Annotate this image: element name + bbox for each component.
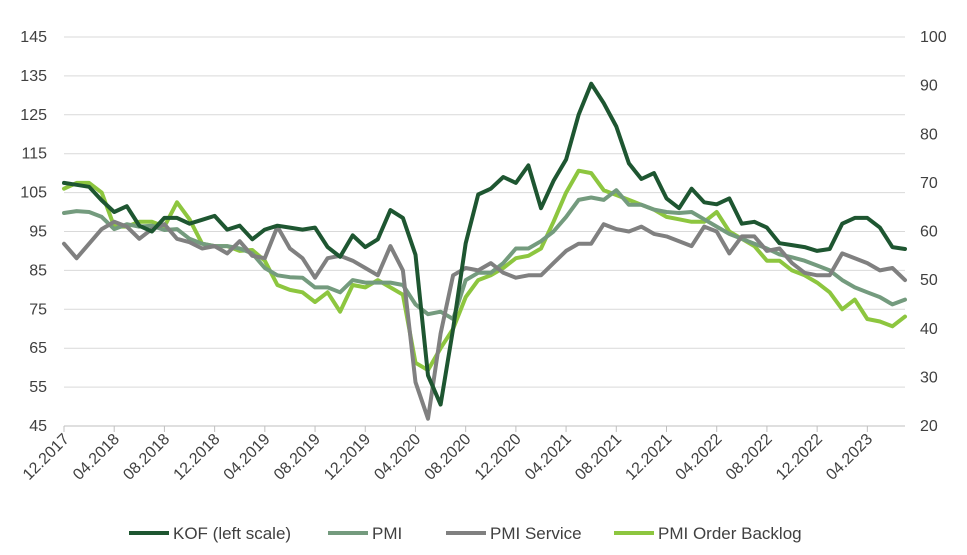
- x-tick-label: 08.2020: [422, 431, 475, 484]
- x-tick-label: 08.2018: [120, 431, 173, 484]
- x-tick-label: 12.2022: [773, 431, 826, 484]
- legend-label: PMI Order Backlog: [658, 524, 802, 543]
- y-left-tick-label: 45: [29, 418, 47, 435]
- axes: [63, 425, 905, 432]
- y-left-tick-label: 125: [20, 107, 47, 124]
- series-lines: [62, 81, 907, 421]
- y-right-tick-label: 60: [920, 224, 938, 241]
- x-tick-label: 12.2021: [622, 431, 675, 484]
- x-tick-label: 04.2022: [673, 431, 726, 484]
- tick-labels: 45 55 65 75 85 95 105 115 125 135 145 20 30 40 50 60 70 8…: [20, 29, 947, 484]
- legend-label: PMI Service: [490, 524, 582, 543]
- y-right-tick-label: 90: [920, 78, 938, 95]
- x-tick-label: 04.2019: [221, 431, 274, 484]
- y-left-tick-label: 65: [29, 340, 47, 357]
- y-right-tick-label: 30: [920, 369, 938, 386]
- legend-label: KOF (left scale): [173, 524, 291, 543]
- series-line-1: [62, 188, 907, 321]
- x-tick-label: 04.2021: [522, 431, 575, 484]
- y-right-tick-label: 20: [920, 418, 938, 435]
- x-tick-label: 08.2022: [723, 431, 776, 484]
- y-left-tick-label: 145: [20, 29, 47, 46]
- y-left-tick-label: 95: [29, 224, 47, 241]
- x-tick-label: 12.2018: [171, 431, 224, 484]
- y-left-tick-label: 75: [29, 301, 47, 318]
- y-right-tick-label: 50: [920, 272, 938, 289]
- y-right-tick-label: 70: [920, 175, 938, 192]
- x-tick-label: 04.2023: [823, 431, 876, 484]
- y-left-tick-label: 105: [20, 185, 47, 202]
- y-left-tick-label: 85: [29, 262, 47, 279]
- legend: KOF (left scale) PMI PMI Service PMI Order …: [129, 524, 802, 543]
- y-left-tick-label: 135: [20, 68, 47, 85]
- x-tick-label: 04.2018: [70, 431, 123, 484]
- x-tick-label: 08.2021: [572, 431, 625, 484]
- series-line-0: [62, 81, 907, 407]
- x-tick-label: 12.2019: [321, 431, 374, 484]
- x-tick-label: 08.2019: [271, 431, 324, 484]
- y-right-tick-label: 40: [920, 321, 938, 338]
- x-tick-label: 12.2020: [472, 431, 525, 484]
- gridlines: [64, 36, 905, 388]
- y-left-tick-label: 115: [21, 146, 47, 163]
- x-tick-label: 12.2017: [20, 431, 73, 484]
- y-right-tick-label: 100: [920, 29, 947, 46]
- legend-label: PMI: [372, 524, 402, 543]
- x-tick-label: 04.2020: [371, 431, 424, 484]
- series-line-2: [62, 219, 907, 421]
- y-right-tick-label: 80: [920, 126, 938, 143]
- y-left-tick-label: 55: [29, 379, 47, 396]
